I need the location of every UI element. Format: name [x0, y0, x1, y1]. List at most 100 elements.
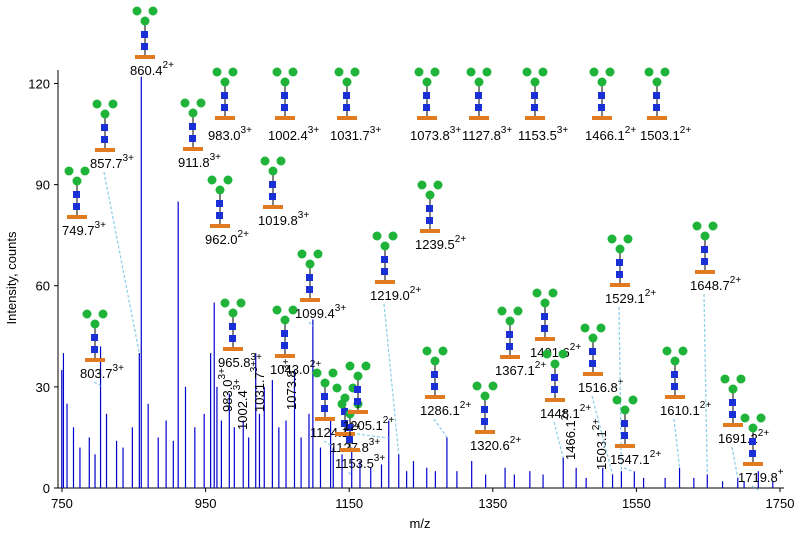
glycan-square	[189, 123, 196, 130]
glycan-square	[653, 92, 660, 99]
glycan-circle	[488, 381, 498, 391]
glycan-square	[281, 330, 288, 337]
peak-label-mz: 1153.5	[518, 128, 557, 143]
glycan-square	[269, 193, 276, 200]
glycan-circle	[589, 67, 599, 77]
glycan-icon	[497, 306, 523, 359]
glycan-square	[216, 212, 223, 219]
peak-label-charge: 2+	[758, 428, 770, 439]
glycan-icon	[297, 249, 323, 302]
annotation-arrow	[103, 171, 140, 354]
glycan-circle	[215, 185, 225, 195]
glycan-circle	[380, 241, 390, 251]
peak-label-mz: 1124.1	[310, 425, 349, 440]
glycan-square	[749, 450, 756, 457]
glycan-circle	[430, 356, 440, 366]
peak-label: 1205.12+	[343, 415, 394, 433]
glycan-circle	[272, 305, 282, 315]
peak-label: 803.73+	[80, 363, 124, 381]
peak-label: 1031.73+	[330, 125, 381, 143]
glycan-icon	[334, 67, 360, 120]
glycan-base	[210, 224, 230, 228]
glycan-square	[321, 393, 328, 400]
glycan-square	[541, 325, 548, 332]
glycan-icon	[522, 67, 548, 120]
glycan-circle	[72, 176, 82, 186]
glycan-circle	[80, 166, 90, 176]
glycan-square	[306, 274, 313, 281]
glycan-icon	[612, 395, 638, 448]
glycan-square	[653, 104, 660, 111]
glycan-base	[183, 147, 203, 151]
peak-label: 1099.43+	[295, 303, 346, 321]
glycan-square	[671, 383, 678, 390]
glycan-circle	[98, 309, 108, 319]
peak-label-charge: 2+	[680, 125, 692, 136]
peak-label-mz: 1127.8	[462, 128, 501, 143]
peak-label-mz: 1043.0	[270, 362, 310, 377]
glycan-circle	[720, 374, 730, 384]
annotation-arrow	[553, 421, 564, 458]
peak-label-mz: 1286.1	[420, 403, 460, 418]
glycan-circle	[756, 413, 766, 423]
glycan-circle	[388, 231, 398, 241]
glycan-square	[749, 438, 756, 445]
peak-label-charge: 2+	[163, 60, 175, 71]
glycan-circle	[550, 359, 560, 369]
x-tick-label: 1350	[478, 496, 507, 511]
glycan-circle	[228, 308, 238, 318]
peak-label: 1367.12+	[495, 360, 546, 378]
peak-label-charge: 2+	[410, 285, 422, 296]
glycan-square	[73, 191, 80, 198]
peak-label-mz: 1002.4	[268, 128, 308, 143]
peak-label-charge: 3+	[217, 368, 228, 380]
peak-label-mz: 1205.1	[343, 418, 383, 433]
glycan-icon	[644, 67, 670, 120]
glycan-circle	[482, 67, 492, 77]
peak-label-charge: 3+	[281, 359, 292, 371]
glycan-square	[229, 335, 236, 342]
glycan-square	[354, 386, 361, 393]
annotation-arrow	[93, 381, 101, 387]
glycan-circle	[505, 316, 515, 326]
glycan-square	[73, 203, 80, 210]
glycan-circle	[628, 395, 638, 405]
peak-label: 1516.8+	[578, 377, 624, 395]
glycan-circle	[422, 346, 432, 356]
peak-label: 1610.12+	[660, 400, 711, 418]
peak-label: 911.83+	[178, 152, 221, 170]
glycan-base	[583, 372, 603, 376]
glycan-square	[551, 374, 558, 381]
glycan-square	[381, 268, 388, 275]
glycan-circle	[596, 323, 606, 333]
peak-label-charge: 2+	[510, 435, 522, 446]
annotation-arrow	[618, 306, 623, 472]
glycan-base	[335, 432, 355, 436]
glycan-circle	[474, 77, 484, 87]
glycan-icon	[532, 288, 558, 341]
glycan-base	[340, 448, 360, 452]
peak-label-charge: 3+	[123, 153, 135, 164]
glycan-circle	[530, 77, 540, 87]
glycan-icon	[740, 413, 766, 466]
peak-label-mz: 860.4	[130, 63, 163, 78]
annotation-arrow	[731, 446, 739, 479]
glycan-square	[598, 104, 605, 111]
glycan-base	[420, 229, 440, 233]
glycan-circle	[430, 67, 440, 77]
glycan-base	[300, 298, 320, 302]
peak-label: 1019.83+	[258, 210, 309, 228]
glycan-square	[221, 92, 228, 99]
peak-label-mz: 1516.8	[578, 380, 618, 395]
annotation-arrow	[673, 418, 681, 468]
glycan-circle	[280, 77, 290, 87]
glycan-icon	[212, 67, 238, 120]
peak-label-mz: 749.7	[62, 223, 95, 238]
glycan-circle	[132, 6, 142, 16]
glycan-base	[263, 205, 283, 209]
glycan-circle	[212, 67, 222, 77]
glycan-square	[729, 411, 736, 418]
peak-label: 1286.12+	[420, 400, 471, 418]
glycan-square	[701, 246, 708, 253]
glycan-circle	[288, 67, 298, 77]
